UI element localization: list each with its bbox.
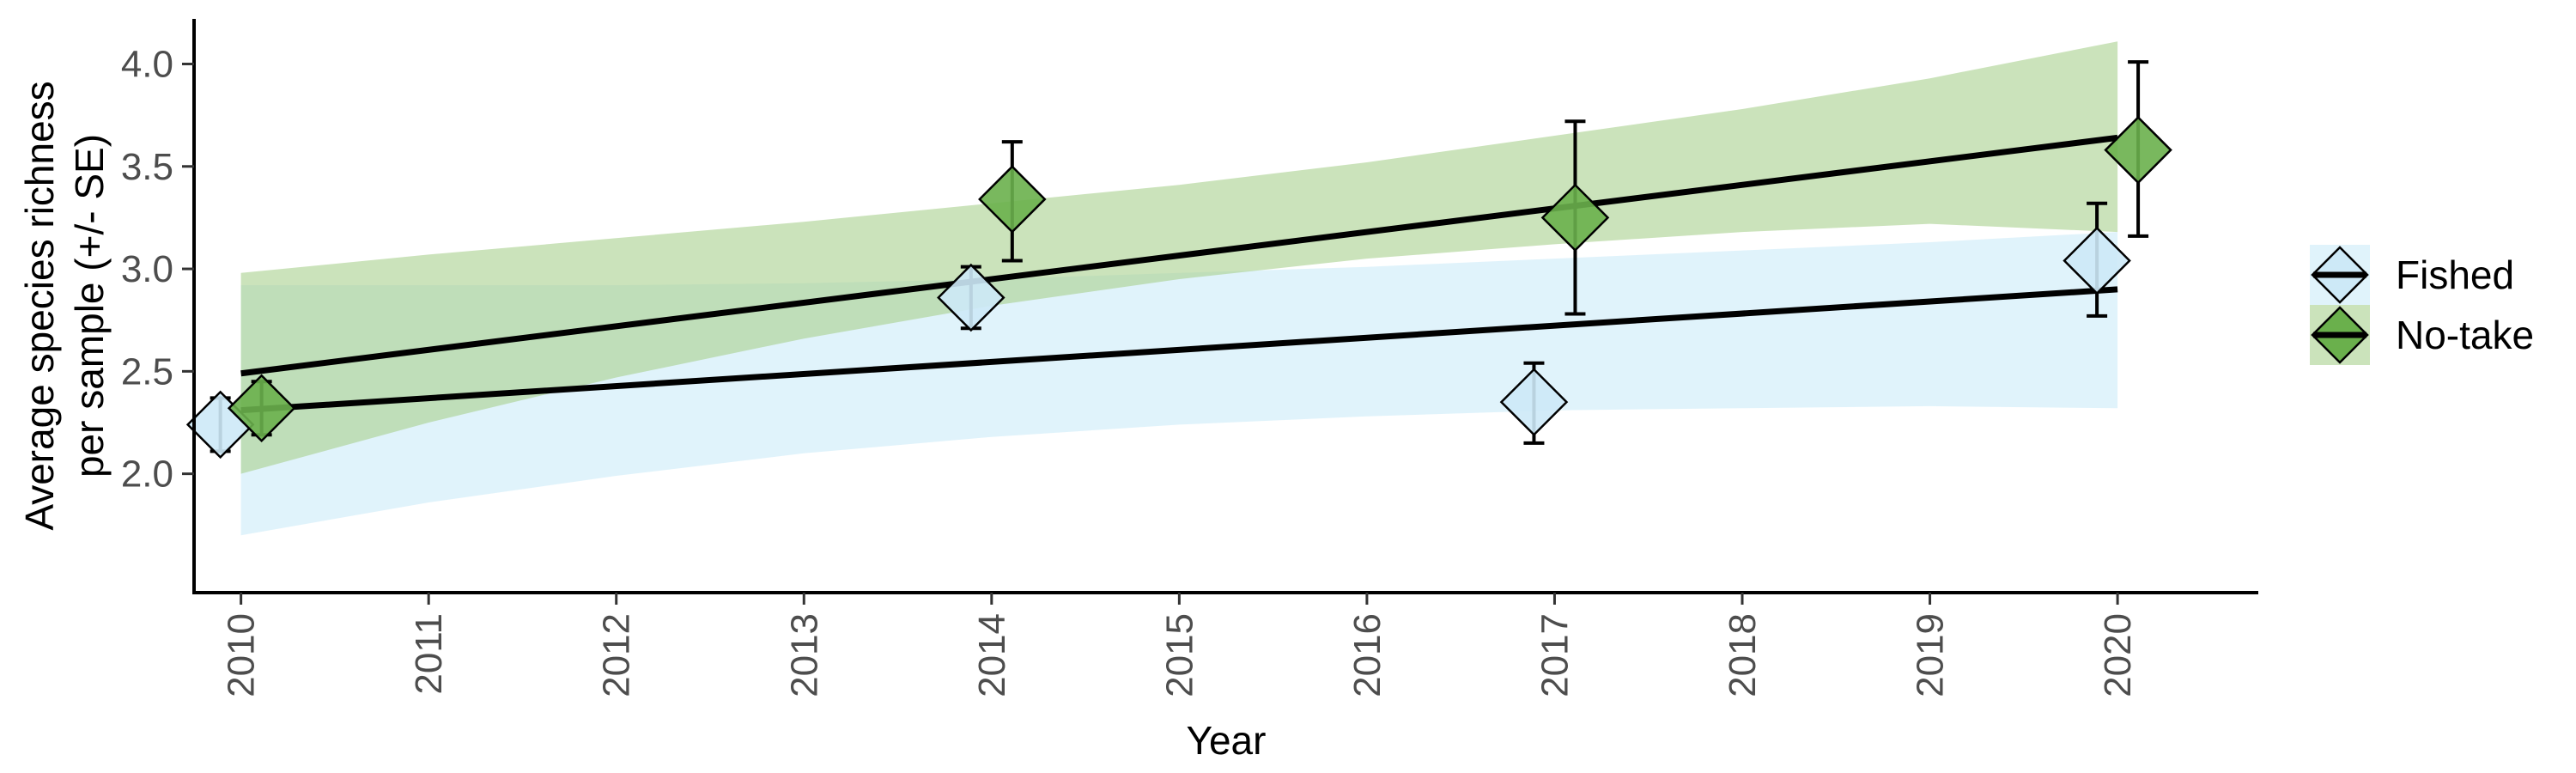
y-tick-label: 2.0 xyxy=(121,453,173,496)
fished-trend-line xyxy=(240,286,2118,414)
y-tick-label: 4.0 xyxy=(121,43,173,85)
no-take-point xyxy=(2104,115,2172,185)
y-axis-title-line-2: per sample (+/- SE) xyxy=(67,134,112,478)
x-tick-label: 2019 xyxy=(1910,613,1952,697)
x-axis-ticks: 2010 2011 2012 2013 2014 2015 2016 2017 2018 2019… xyxy=(221,593,2139,697)
x-tick-label: 2012 xyxy=(596,613,638,697)
y-axis-title: Average species richness per sample (+/-… xyxy=(17,81,112,530)
x-tick-label: 2020 xyxy=(2097,613,2139,697)
y-axis-title-line-1: Average species richness xyxy=(17,81,62,530)
x-tick-label: 2013 xyxy=(783,613,825,697)
y-tick-label: 2.5 xyxy=(121,350,173,393)
confidence-ribbons xyxy=(240,41,2118,536)
fished-point xyxy=(2063,226,2131,295)
data-points xyxy=(185,115,2172,460)
x-tick-label: 2010 xyxy=(221,613,263,697)
legend-label-no-take: No-take xyxy=(2396,313,2534,357)
x-tick-label: 2018 xyxy=(1722,613,1764,697)
x-tick-label: 2015 xyxy=(1158,613,1200,697)
x-tick-label: 2016 xyxy=(1346,613,1388,697)
no-take-point xyxy=(978,165,1047,234)
no-take-trend-line xyxy=(240,134,2118,377)
x-tick-label: 2017 xyxy=(1534,613,1576,697)
legend-label-fished: Fished xyxy=(2396,253,2514,297)
x-tick-label: 2014 xyxy=(971,613,1013,697)
fished-point xyxy=(1499,368,1569,436)
x-axis-title: Year xyxy=(1187,718,1267,763)
trend-lines xyxy=(240,134,2118,414)
no-take-point xyxy=(1540,183,1610,253)
axes: 2.0 2.5 3.0 3.5 4.0 2010 2011 2012 2013 2014 2015… xyxy=(121,19,2258,697)
y-tick-label: 3.5 xyxy=(121,146,173,188)
x-tick-label: 2011 xyxy=(408,613,450,695)
y-tick-label: 3.0 xyxy=(121,248,173,290)
legend-item-no-take: No-take xyxy=(2310,305,2534,365)
no-take-point xyxy=(227,374,296,443)
legend-item-fished: Fished xyxy=(2310,245,2514,305)
fished-point xyxy=(937,263,1005,332)
legend: Fished No-take xyxy=(2310,245,2534,365)
y-axis-ticks: 2.0 2.5 3.0 3.5 4.0 xyxy=(121,43,194,496)
